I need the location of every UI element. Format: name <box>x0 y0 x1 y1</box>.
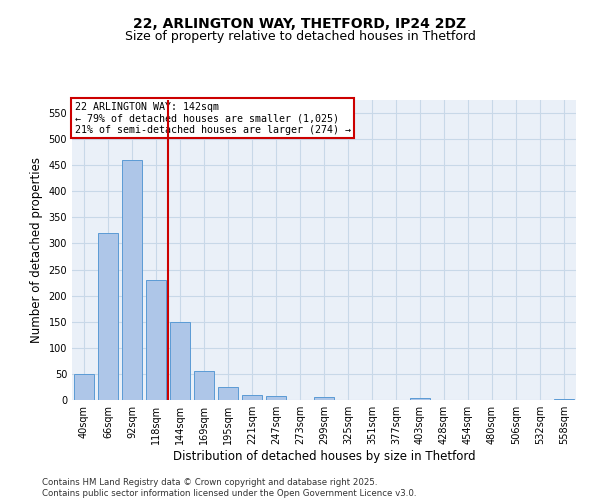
Text: 22 ARLINGTON WAY: 142sqm
← 79% of detached houses are smaller (1,025)
21% of sem: 22 ARLINGTON WAY: 142sqm ← 79% of detach… <box>74 102 350 134</box>
Text: Contains HM Land Registry data © Crown copyright and database right 2025.
Contai: Contains HM Land Registry data © Crown c… <box>42 478 416 498</box>
Bar <box>314 398 334 400</box>
Bar <box>410 398 430 400</box>
X-axis label: Distribution of detached houses by size in Thetford: Distribution of detached houses by size … <box>173 450 475 463</box>
Bar <box>98 233 118 400</box>
Bar <box>74 374 94 400</box>
Bar <box>266 396 286 400</box>
Bar <box>122 160 142 400</box>
Bar <box>194 372 214 400</box>
Bar <box>242 395 262 400</box>
Bar <box>170 322 190 400</box>
Bar <box>218 387 238 400</box>
Text: 22, ARLINGTON WAY, THETFORD, IP24 2DZ: 22, ARLINGTON WAY, THETFORD, IP24 2DZ <box>133 18 467 32</box>
Text: Size of property relative to detached houses in Thetford: Size of property relative to detached ho… <box>125 30 475 43</box>
Bar <box>554 399 574 400</box>
Y-axis label: Number of detached properties: Number of detached properties <box>30 157 43 343</box>
Bar <box>146 280 166 400</box>
